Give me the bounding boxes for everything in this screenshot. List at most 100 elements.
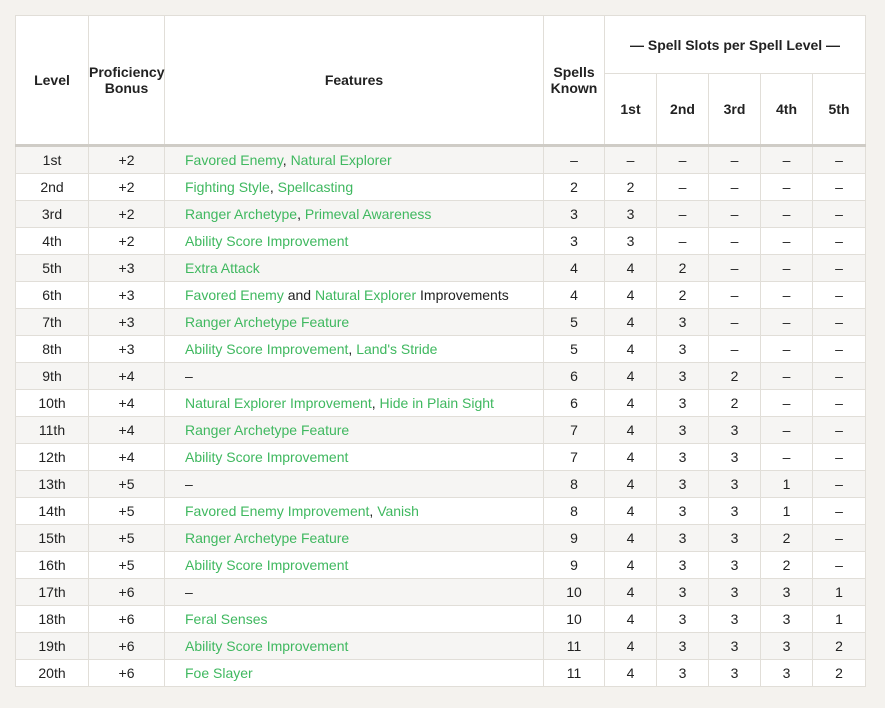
- level-cell: 20th: [15, 659, 89, 687]
- table-row: 9th +4–6 4 3 2– –: [15, 362, 867, 390]
- proficiency-bonus-cell: +4: [88, 362, 165, 390]
- feature-text: –: [185, 476, 193, 492]
- table-row: 2nd +2 Fighting Style, Spellcasting 2 2– – – –: [15, 173, 867, 201]
- level-cell: 6th: [15, 281, 89, 309]
- col-header-slot-3rd: 3rd: [708, 73, 761, 147]
- spell-slot-cell: –: [708, 308, 761, 336]
- spell-slot-cell: 3: [760, 659, 813, 687]
- feature-link[interactable]: Hide in Plain Sight: [379, 395, 494, 411]
- table-row: 3rd +2 Ranger Archetype, Primeval Awarenes…: [15, 200, 867, 228]
- spell-slot-cell: –: [811, 308, 867, 336]
- feature-link[interactable]: Ranger Archetype: [185, 206, 298, 222]
- col-header-slot-2nd: 2nd: [656, 73, 709, 147]
- level-cell: 9th: [15, 362, 89, 390]
- spell-slot-cell: 3: [760, 632, 813, 660]
- spells-known-cell: 9: [543, 551, 605, 579]
- proficiency-bonus-cell: +4: [88, 416, 165, 444]
- spell-slot-cell: 4: [604, 308, 657, 336]
- features-cell: Extra Attack: [164, 254, 544, 282]
- spell-slot-cell: 3: [708, 470, 761, 498]
- spell-slot-cell: –: [811, 551, 867, 579]
- spell-slot-cell: –: [811, 200, 867, 228]
- col-header-proficiency-bonus: Proficiency Bonus: [88, 15, 165, 147]
- feature-link[interactable]: Natural Explorer: [314, 287, 417, 303]
- level-cell: 4th: [15, 227, 89, 255]
- feature-text: ,: [371, 395, 380, 411]
- spell-slot-cell: –: [811, 497, 867, 525]
- spell-slot-cell: 4: [604, 497, 657, 525]
- proficiency-bonus-cell: +5: [88, 524, 165, 552]
- feature-link[interactable]: Foe Slayer: [185, 665, 253, 681]
- proficiency-bonus-cell: +6: [88, 605, 165, 633]
- table-row: 19th +6 Ability Score Improvement 11 4 3 3 3 2: [15, 632, 867, 660]
- spell-slot-cell: 1: [811, 605, 867, 633]
- spell-slot-cell: 3: [708, 632, 761, 660]
- spell-slot-cell: –: [708, 227, 761, 255]
- spell-slot-cell: 4: [604, 443, 657, 471]
- spell-slot-cell: 3: [656, 443, 709, 471]
- proficiency-bonus-cell: +5: [88, 551, 165, 579]
- features-cell: Ability Score Improvement: [164, 551, 544, 579]
- spells-known-cell: 2: [543, 173, 605, 201]
- col-header-slot-1st: 1st: [604, 73, 657, 147]
- proficiency-bonus-cell: +4: [88, 443, 165, 471]
- spell-slot-cell: –: [760, 308, 813, 336]
- table-row: 14th +5 Favored Enemy Improvement, Vanish 8…: [15, 497, 867, 525]
- spell-slot-cell: 3: [604, 227, 657, 255]
- feature-link[interactable]: Ranger Archetype Feature: [185, 422, 350, 438]
- table-row: 10th +4 Natural Explorer Improvement, Hide…: [15, 389, 867, 417]
- feature-link[interactable]: Feral Senses: [185, 611, 268, 627]
- feature-link[interactable]: Ability Score Improvement: [185, 233, 349, 249]
- feature-link[interactable]: Fighting Style: [185, 179, 270, 195]
- feature-link[interactable]: Favored Enemy: [185, 287, 284, 303]
- table-row: 13th +5–8 4 3 3 1–: [15, 470, 867, 498]
- level-cell: 8th: [15, 335, 89, 363]
- feature-link[interactable]: Land's Stride: [356, 341, 438, 357]
- feature-link[interactable]: Natural Explorer: [290, 152, 392, 168]
- feature-link[interactable]: Ability Score Improvement: [185, 638, 349, 654]
- level-cell: 13th: [15, 470, 89, 498]
- feature-link[interactable]: Ranger Archetype Feature: [185, 314, 350, 330]
- spells-known-cell: 8: [543, 470, 605, 498]
- spell-slot-cell: 3: [656, 578, 709, 606]
- feature-link[interactable]: Ability Score Improvement: [185, 341, 349, 357]
- feature-link[interactable]: Extra Attack: [185, 260, 260, 276]
- spell-slot-cell: 4: [604, 470, 657, 498]
- features-cell: –: [164, 470, 544, 498]
- feature-link[interactable]: Ability Score Improvement: [185, 557, 349, 573]
- proficiency-bonus-cell: +3: [88, 335, 165, 363]
- spell-slot-cell: –: [656, 227, 709, 255]
- features-cell: Fighting Style, Spellcasting: [164, 173, 544, 201]
- col-header-features: Features: [164, 15, 544, 147]
- feature-link[interactable]: Spellcasting: [277, 179, 354, 195]
- spell-slot-cell: 2: [656, 281, 709, 309]
- level-cell: 10th: [15, 389, 89, 417]
- spell-slot-cell: –: [760, 145, 813, 174]
- feature-link[interactable]: Ranger Archetype Feature: [185, 530, 350, 546]
- spells-known-cell: 10: [543, 578, 605, 606]
- spell-slot-cell: 3: [760, 578, 813, 606]
- feature-link[interactable]: Favored Enemy: [185, 152, 283, 168]
- spell-slot-cell: –: [811, 335, 867, 363]
- spell-slot-cell: –: [604, 145, 657, 174]
- level-cell: 7th: [15, 308, 89, 336]
- features-cell: Favored Enemy, Natural Explorer: [164, 145, 544, 174]
- table-row: 18th +6 Feral Senses 10 4 3 3 3 1: [15, 605, 867, 633]
- feature-link[interactable]: Natural Explorer Improvement: [185, 395, 372, 411]
- feature-link[interactable]: Vanish: [377, 503, 419, 519]
- feature-link[interactable]: Favored Enemy Improvement: [185, 503, 370, 519]
- spell-slot-cell: 4: [604, 551, 657, 579]
- feature-link[interactable]: Ability Score Improvement: [185, 449, 349, 465]
- spells-known-cell: 10: [543, 605, 605, 633]
- feature-text: ,: [297, 206, 305, 222]
- proficiency-bonus-cell: +6: [88, 578, 165, 606]
- feature-link[interactable]: Primeval Awareness: [304, 206, 432, 222]
- feature-text: –: [185, 368, 193, 384]
- feature-text: ,: [348, 341, 357, 357]
- spell-slot-cell: –: [811, 254, 867, 282]
- proficiency-bonus-cell: +6: [88, 659, 165, 687]
- spells-known-cell: 6: [543, 362, 605, 390]
- spell-slot-cell: 1: [760, 497, 813, 525]
- level-cell: 1st: [15, 145, 89, 174]
- spell-slot-cell: –: [760, 200, 813, 228]
